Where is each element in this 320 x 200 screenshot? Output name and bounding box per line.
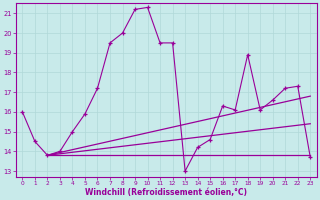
- X-axis label: Windchill (Refroidissement éolien,°C): Windchill (Refroidissement éolien,°C): [85, 188, 247, 197]
